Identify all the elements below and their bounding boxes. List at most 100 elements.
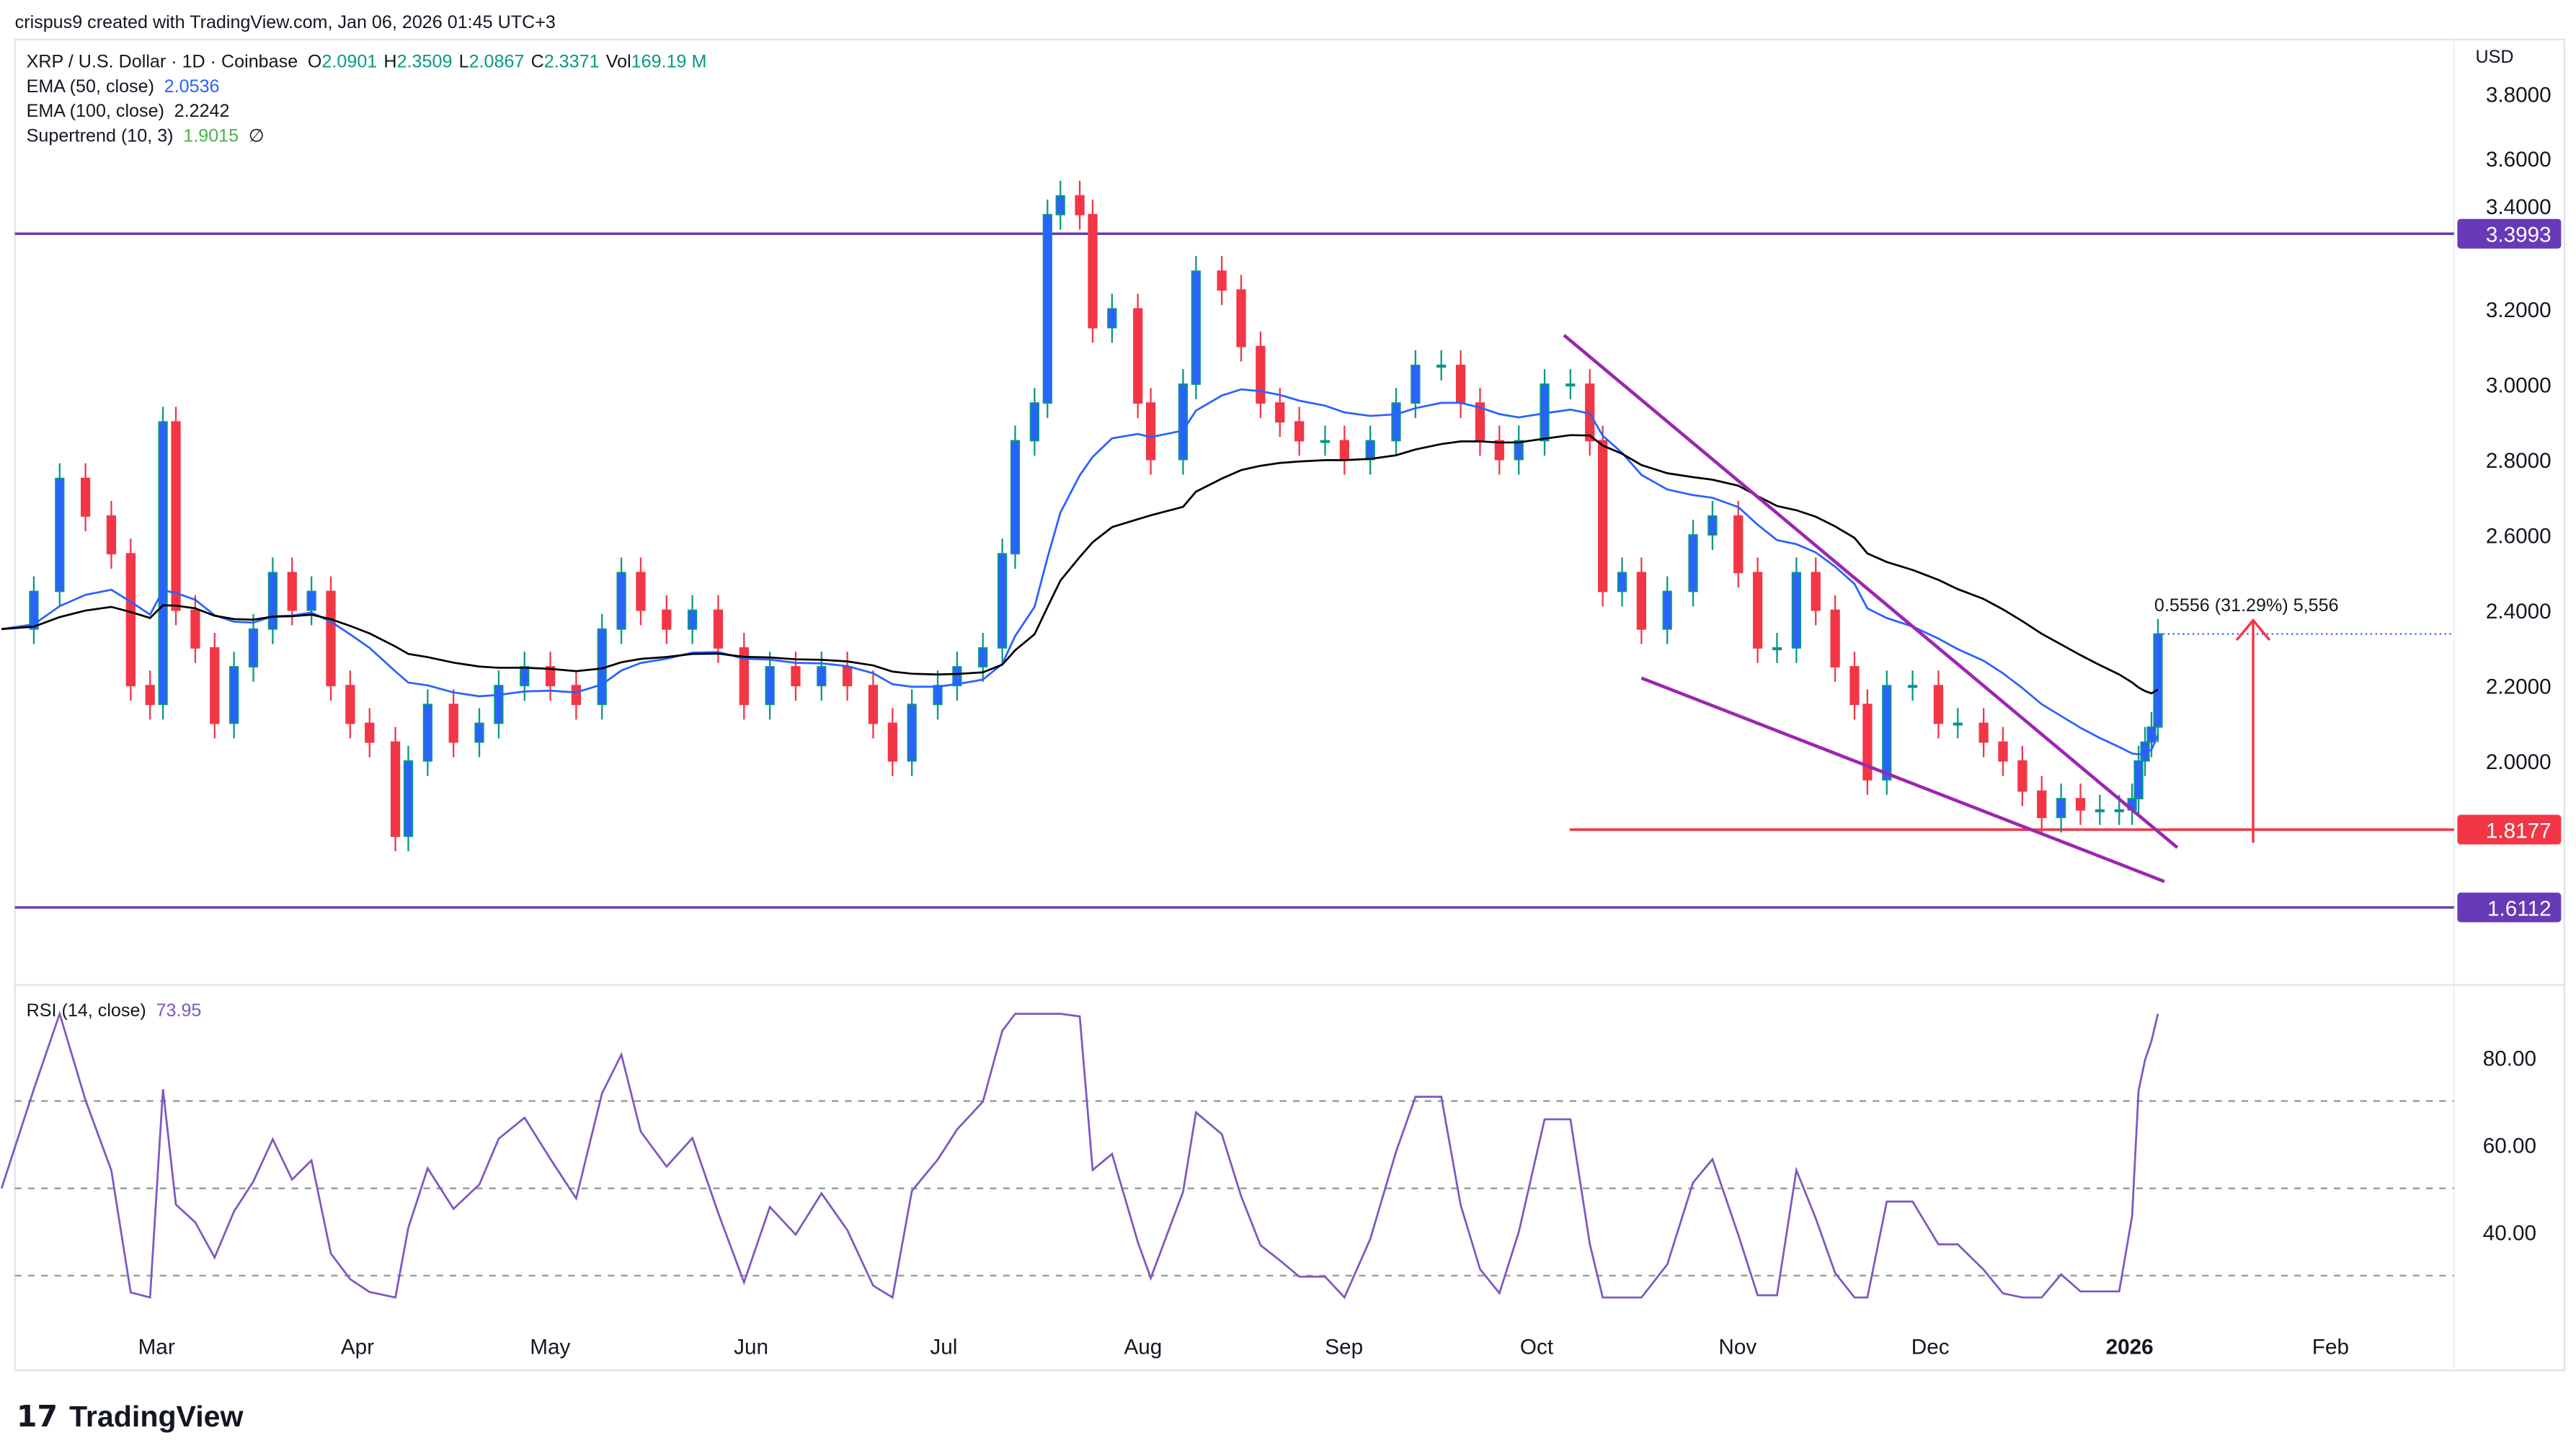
candle-body — [1436, 364, 1447, 368]
legend-supertrend: Supertrend (10, 3) 1.9015 ∅ — [27, 126, 265, 146]
legend-ema100: EMA (100, close) 2.2242 — [27, 101, 230, 121]
rsi-axis[interactable]: 80.00 60.00 40.00 — [2483, 1047, 2536, 1245]
candle-body — [448, 703, 458, 743]
attribution: crispus9 created with TradingView.com, J… — [15, 12, 556, 32]
time-tick: Dec — [1911, 1335, 1950, 1359]
candle-body — [1733, 515, 1744, 574]
candle-body — [287, 572, 297, 611]
candle-body — [403, 760, 414, 838]
candle-body — [978, 647, 988, 667]
candle-body — [326, 590, 336, 687]
price-axis[interactable]: 3.8000 3.6000 3.4000 3.2000 3.0000 2.8000 2.60… — [2486, 84, 2551, 774]
rsi-tick: 60.00 — [2483, 1135, 2536, 1158]
price-tick: 2.2000 — [2486, 675, 2551, 699]
candle-body — [1707, 515, 1718, 536]
candle-body — [1565, 383, 1576, 387]
candle-body — [1042, 213, 1052, 404]
candle-body — [365, 722, 375, 743]
candle-body — [765, 666, 775, 706]
candle-body — [2017, 760, 2028, 792]
candle-body — [1365, 440, 1375, 461]
time-tick: Sep — [1325, 1335, 1363, 1359]
candle-body — [306, 590, 316, 611]
chart-frame — [14, 38, 2566, 1372]
candle-body — [1636, 572, 1647, 630]
candle-body — [739, 647, 749, 706]
candle-body — [1752, 572, 1763, 649]
candle-body — [1029, 402, 1040, 442]
candle-body — [1145, 402, 1156, 461]
ema-100-line — [1, 434, 2159, 695]
candle-body — [1907, 685, 1918, 688]
candle-body — [494, 685, 504, 724]
candle-body — [1178, 383, 1189, 461]
time-tick: May — [530, 1335, 570, 1359]
candle-body — [158, 421, 168, 706]
drawings[interactable]: 0.5556 (31.29%) 5,556 — [1563, 334, 2454, 884]
candle-body — [210, 647, 220, 724]
candle-body — [1688, 534, 1698, 592]
price-tick: 3.0000 — [2486, 373, 2551, 397]
candle-body — [2037, 790, 2047, 819]
price-tick: 2.0000 — [2486, 750, 2551, 774]
candle-body — [1953, 722, 1963, 726]
candle-body — [1055, 195, 1065, 216]
candle-body — [422, 703, 432, 762]
candle-body — [1391, 402, 1401, 442]
time-tick: Feb — [2312, 1335, 2349, 1359]
candle-body — [2095, 809, 2105, 812]
candle-body — [190, 609, 200, 649]
candle-body — [2153, 633, 2163, 728]
legend-ema50: EMA (50, close) 2.0536 — [27, 76, 220, 97]
candle-body — [1339, 440, 1349, 461]
visibility-icon: ∅ — [249, 126, 265, 146]
level-label: 1.6112 — [2487, 897, 2551, 920]
time-tick: Apr — [341, 1335, 374, 1359]
time-tick: Jun — [734, 1335, 768, 1359]
horizontal-levels[interactable]: 3.3993 1.8177 1.6112 — [14, 218, 2562, 923]
candle-body — [2146, 726, 2157, 743]
candle-body — [662, 609, 672, 630]
candle-body — [1107, 308, 1117, 329]
candle-body — [1598, 440, 1608, 592]
candle-body — [1791, 572, 1801, 649]
price-tick: 3.8000 — [2486, 84, 2551, 107]
candle-body — [791, 666, 801, 687]
price-tick: 2.8000 — [2486, 449, 2551, 473]
candle-body — [1933, 685, 1944, 724]
time-tick: Nov — [1718, 1335, 1756, 1359]
time-tick: Jul — [930, 1335, 957, 1359]
logo-text: TradingView — [69, 1400, 244, 1433]
candle-body — [1191, 270, 1201, 385]
candle-body — [1320, 440, 1331, 443]
candle-body — [1088, 213, 1098, 329]
candle-body — [267, 572, 278, 630]
candle-body — [933, 685, 943, 706]
candle-body — [1862, 703, 1873, 781]
candle-body — [907, 703, 917, 762]
candle-body — [952, 666, 962, 687]
price-tick: 3.6000 — [2486, 148, 2551, 172]
candle-body — [842, 666, 853, 687]
candle-body — [29, 590, 39, 630]
candle-body — [868, 685, 879, 724]
level-label: 1.8177 — [2486, 819, 2551, 843]
time-tick: Oct — [1520, 1335, 1554, 1359]
candle-body — [55, 477, 65, 592]
symbol: XRP / U.S. Dollar · 1D · Coinbase — [27, 52, 298, 72]
candle-body — [817, 666, 827, 687]
tradingview-logo[interactable]: 𝟭𝟳 TradingView — [17, 1400, 244, 1433]
candle-body — [713, 609, 724, 649]
candle-body — [616, 572, 626, 630]
candle-body — [1617, 572, 1627, 592]
rsi-bands — [14, 1100, 2454, 1277]
currency-label[interactable]: USD — [2476, 47, 2514, 67]
level-badge — [2457, 892, 2562, 923]
time-axis[interactable]: Mar Apr May Jun Jul Aug Sep Oct Nov Dec 2026 Feb — [138, 1335, 2349, 1359]
candle-body — [1978, 722, 1989, 743]
ema-50-line — [1, 388, 2159, 756]
candle-body — [1256, 345, 1266, 404]
candle-body — [106, 515, 117, 555]
level-label: 3.3993 — [2486, 223, 2551, 247]
